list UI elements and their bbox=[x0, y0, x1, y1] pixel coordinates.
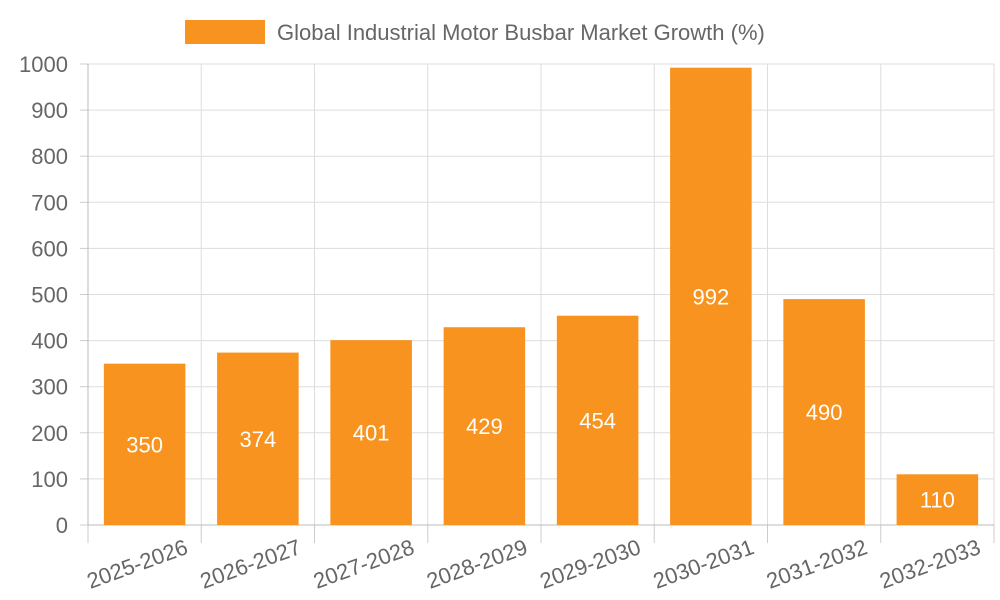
y-tick-label: 1000 bbox=[19, 52, 68, 77]
y-tick-label: 0 bbox=[56, 513, 68, 538]
y-tick-label: 900 bbox=[31, 98, 68, 123]
legend[interactable]: Global Industrial Motor Busbar Market Gr… bbox=[185, 20, 765, 45]
bar-value-label: 401 bbox=[353, 421, 390, 446]
data-labels: 350 374 401 429 454 992 490 110 bbox=[126, 284, 955, 512]
x-tick-label: 2026-2027 bbox=[197, 534, 304, 593]
y-tick-label: 200 bbox=[31, 421, 68, 446]
bars bbox=[103, 67, 979, 526]
bar[interactable] bbox=[556, 315, 639, 525]
bar-value-label: 490 bbox=[806, 400, 843, 425]
x-tick-label: 2029-2030 bbox=[537, 534, 644, 593]
bar-value-label: 374 bbox=[240, 427, 277, 452]
bar-value-label: 110 bbox=[920, 488, 955, 513]
x-tick-label: 2028-2029 bbox=[423, 534, 530, 593]
bar-value-label: 992 bbox=[693, 284, 730, 309]
bar[interactable] bbox=[330, 340, 412, 525]
x-tick-label: 2025-2026 bbox=[84, 534, 191, 593]
x-tick-label: 2027-2028 bbox=[310, 534, 417, 593]
y-tick-label: 400 bbox=[31, 329, 68, 354]
bar[interactable] bbox=[670, 67, 752, 526]
legend-label[interactable]: Global Industrial Motor Busbar Market Gr… bbox=[277, 20, 765, 45]
y-tick-label: 100 bbox=[31, 467, 68, 492]
bar-value-label: 429 bbox=[466, 414, 503, 439]
bar[interactable] bbox=[217, 352, 299, 525]
y-tick-label: 600 bbox=[31, 236, 68, 261]
x-tick-label: 2032-2033 bbox=[876, 534, 983, 593]
y-tick-label: 800 bbox=[31, 144, 68, 169]
legend-swatch[interactable] bbox=[185, 20, 265, 44]
y-tick-label: 300 bbox=[31, 375, 68, 400]
bar[interactable] bbox=[783, 299, 865, 525]
y-tick-label: 700 bbox=[31, 190, 68, 215]
bar-value-label: 350 bbox=[126, 432, 163, 457]
x-tick-label: 2031-2032 bbox=[763, 534, 870, 593]
bar[interactable] bbox=[896, 474, 979, 525]
bar[interactable] bbox=[443, 327, 526, 525]
bar[interactable] bbox=[103, 363, 186, 525]
x-tick-label: 2030-2031 bbox=[650, 534, 757, 593]
bar-value-label: 454 bbox=[579, 408, 616, 433]
y-tick-label: 500 bbox=[31, 283, 68, 308]
